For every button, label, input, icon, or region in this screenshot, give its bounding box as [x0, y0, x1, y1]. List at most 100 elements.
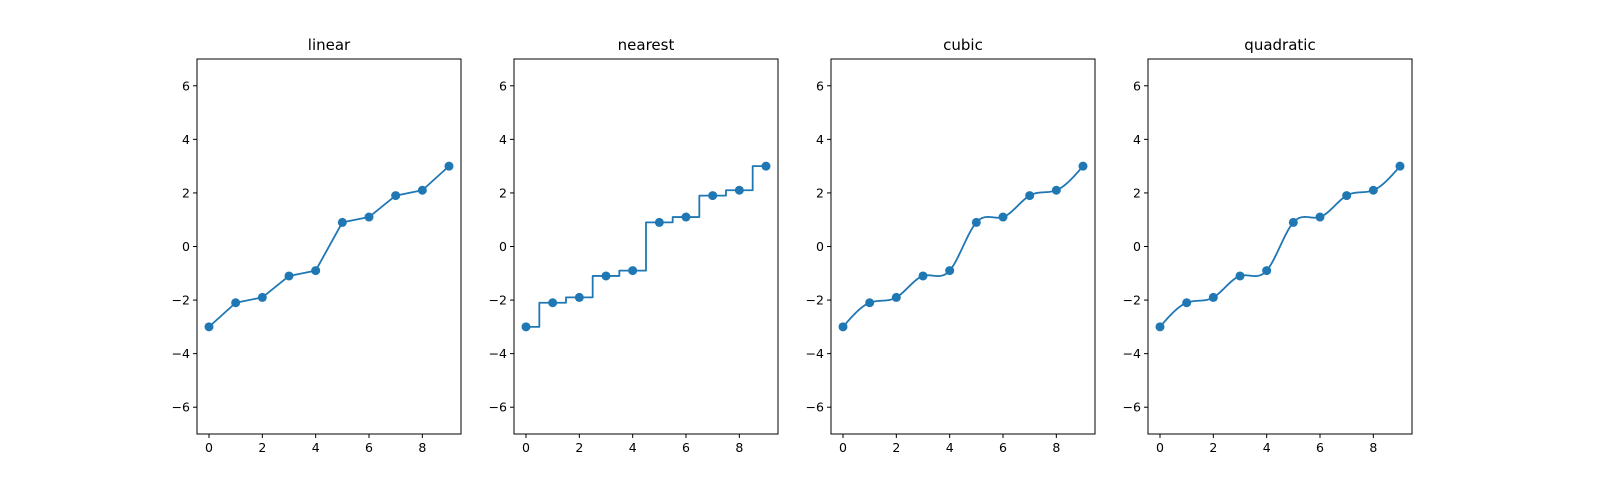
data-point: [601, 271, 611, 281]
y-tick-label: 0: [1133, 239, 1141, 254]
series-line: [208, 165, 450, 328]
x-tick-label: 6: [1316, 440, 1324, 455]
data-point: [521, 322, 531, 332]
y-tick-label: 6: [499, 78, 507, 93]
y-tick-label: 6: [1133, 78, 1141, 93]
data-point: [548, 298, 558, 308]
y-tick-label: −2: [806, 293, 824, 308]
data-point: [1025, 191, 1035, 201]
data-point: [1078, 161, 1088, 171]
y-tick-label: 6: [816, 78, 824, 93]
y-tick-label: −4: [172, 346, 190, 361]
x-tick-label: 8: [735, 440, 743, 455]
data-point: [364, 212, 374, 222]
x-tick-label: 6: [999, 440, 1007, 455]
x-tick-label: 8: [1052, 440, 1060, 455]
axes-title: quadratic: [1244, 36, 1315, 54]
series-line: [1159, 165, 1401, 328]
data-point: [708, 191, 718, 201]
data-point: [1262, 266, 1272, 276]
data-point: [231, 298, 241, 308]
axes-linear: linear 0 2 4 6 8 −6 −4 −2 0 2 4 6: [172, 36, 462, 455]
data-point: [1155, 322, 1165, 332]
data-point: [838, 322, 848, 332]
y-tick-label: −4: [806, 346, 824, 361]
data-point: [918, 271, 928, 281]
y-tick-label: 4: [499, 132, 507, 147]
y-tick-label: −2: [172, 293, 190, 308]
x-tick-label: 2: [258, 440, 266, 455]
data-point: [998, 212, 1008, 222]
data-point: [681, 212, 691, 222]
y-tick-label: −2: [1123, 293, 1141, 308]
x-tick-label: 6: [682, 440, 690, 455]
data-point: [1051, 185, 1061, 195]
y-tick-label: −4: [1123, 346, 1141, 361]
y-tick-label: 2: [182, 185, 190, 200]
axes-cubic: cubic 0 2 4 6 8 −6 −4 −2 0 2 4 6: [806, 36, 1096, 455]
data-point: [574, 292, 584, 302]
data-point: [971, 217, 981, 227]
x-tick-label: 4: [629, 440, 637, 455]
data-point: [1315, 212, 1325, 222]
y-tick-label: 2: [816, 185, 824, 200]
data-point: [865, 298, 875, 308]
x-tick-label: 0: [1156, 440, 1164, 455]
axes-title: cubic: [943, 36, 983, 54]
data-point: [734, 185, 744, 195]
x-tick-label: 4: [1263, 440, 1271, 455]
x-tick-label: 2: [575, 440, 583, 455]
data-point: [337, 217, 347, 227]
data-point: [204, 322, 214, 332]
y-tick-label: 0: [499, 239, 507, 254]
y-tick-label: 4: [182, 132, 190, 147]
data-point: [1235, 271, 1245, 281]
data-point: [1208, 292, 1218, 302]
x-tick-label: 8: [418, 440, 426, 455]
y-tick-label: 4: [1133, 132, 1141, 147]
data-point: [945, 266, 955, 276]
y-tick-label: −2: [489, 293, 507, 308]
data-point: [891, 292, 901, 302]
axes-title: nearest: [618, 36, 675, 54]
data-point: [1288, 217, 1298, 227]
data-point: [1368, 185, 1378, 195]
data-point: [1182, 298, 1192, 308]
y-tick-label: −6: [1123, 400, 1141, 415]
series-line: [526, 165, 766, 328]
y-tick-label: 2: [1133, 185, 1141, 200]
x-tick-label: 0: [205, 440, 213, 455]
data-point: [1395, 161, 1405, 171]
x-tick-label: 2: [892, 440, 900, 455]
data-point: [628, 266, 638, 276]
y-tick-label: 4: [816, 132, 824, 147]
data-point: [311, 266, 321, 276]
x-tick-label: 6: [365, 440, 373, 455]
series-line: [842, 165, 1084, 328]
data-point: [1342, 191, 1352, 201]
data-point: [654, 217, 664, 227]
y-tick-label: −6: [806, 400, 824, 415]
y-tick-label: 2: [499, 185, 507, 200]
y-tick-label: −6: [172, 400, 190, 415]
data-point: [761, 161, 771, 171]
x-tick-label: 0: [522, 440, 530, 455]
y-tick-label: −6: [489, 400, 507, 415]
data-point: [417, 185, 427, 195]
data-point: [284, 271, 294, 281]
x-tick-label: 2: [1209, 440, 1217, 455]
axes-title: linear: [308, 36, 351, 54]
y-tick-label: 0: [816, 239, 824, 254]
data-point: [444, 161, 454, 171]
x-tick-label: 0: [839, 440, 847, 455]
y-tick-label: 6: [182, 78, 190, 93]
x-tick-label: 4: [946, 440, 954, 455]
y-tick-label: 0: [182, 239, 190, 254]
data-point: [257, 292, 267, 302]
axes-quadratic: quadratic 0 2 4 6 8 −6 −4 −2 0 2 4 6: [1123, 36, 1413, 455]
axes-nearest: nearest 0 2 4 6 8 −6 −4 −2 0 2 4 6: [489, 36, 779, 455]
data-point: [391, 191, 401, 201]
y-tick-label: −4: [489, 346, 507, 361]
